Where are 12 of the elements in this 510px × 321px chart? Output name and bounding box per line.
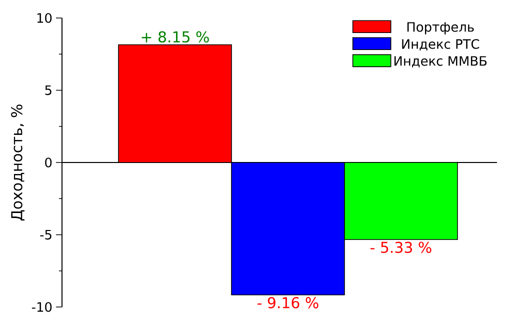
data-label: + 8.15 %	[142, 31, 209, 43]
y-tick-label: 5	[45, 85, 52, 96]
legend-label: Индекс ММВБ	[394, 56, 487, 68]
y-tick-label: 0	[45, 158, 52, 168]
y-tick-label: 10	[37, 13, 52, 23]
data-label: - 5.33 %	[370, 242, 432, 254]
data-label: - 9.16 %	[258, 297, 318, 308]
legend-label: Портфель	[407, 22, 474, 34]
y-tick-label: -10	[32, 302, 52, 312]
y-tick-label: -5	[40, 230, 52, 240]
y-axis-title: Доходность, %	[11, 104, 24, 221]
legend-label: Индекс РТС	[402, 39, 480, 51]
